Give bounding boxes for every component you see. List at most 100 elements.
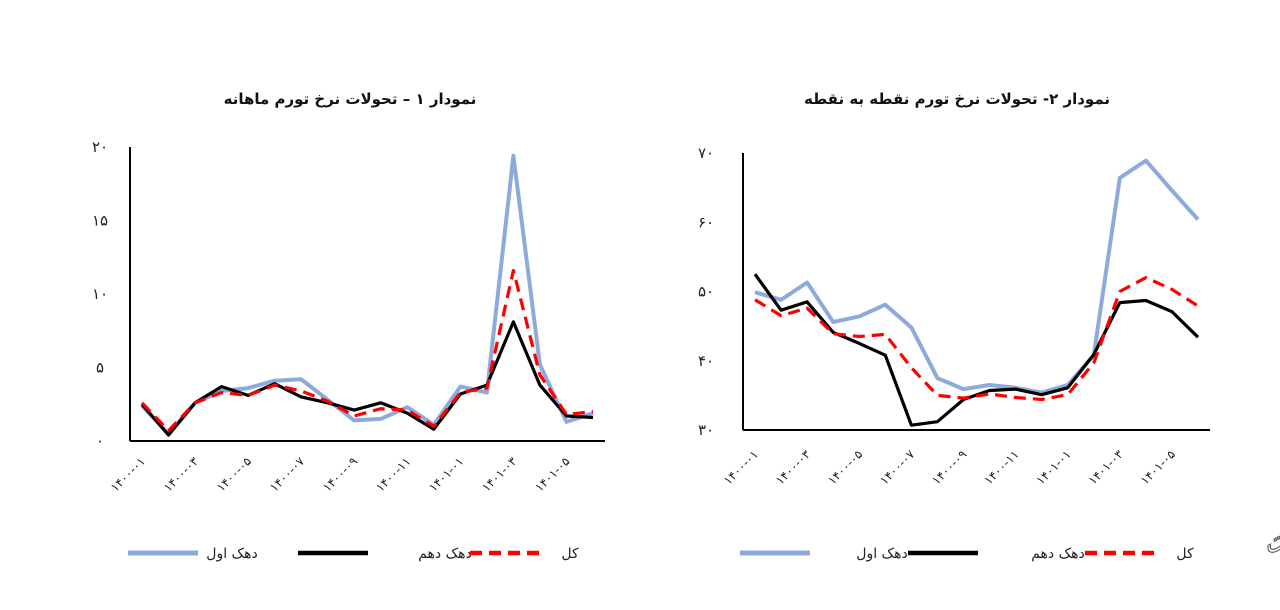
chart-2-data-point bbox=[936, 394, 938, 396]
chart-2-title: نمودار ۲- تحولات نرخ تورم نقطه به نقطه bbox=[804, 90, 1110, 108]
chart-2-x-tick-label: ۱۴۰۱-۰۱ bbox=[1034, 447, 1074, 487]
chart-2-data-point bbox=[1171, 189, 1173, 191]
chart-1-data-point bbox=[247, 387, 249, 389]
chart-2-data-point bbox=[832, 321, 834, 323]
chart-2-series-line bbox=[754, 158, 1200, 395]
chart-2-data-point bbox=[910, 326, 912, 328]
chart-2-data-point bbox=[1171, 288, 1173, 290]
chart-2-data-point bbox=[1093, 362, 1095, 364]
chart-1-data-point bbox=[327, 400, 329, 402]
chart-1-data-point bbox=[167, 434, 169, 436]
chart-1-data-point bbox=[406, 409, 408, 411]
chart-2-data-point bbox=[884, 304, 886, 306]
chart-2-data-point bbox=[754, 273, 756, 275]
chart-2-data-point bbox=[1145, 299, 1147, 301]
logo-watermark: ایران اکونومیست bbox=[1255, 428, 1280, 562]
chart-1-data-point bbox=[406, 406, 408, 408]
chart-2-series-line bbox=[754, 276, 1199, 402]
chart-2-data-point bbox=[858, 342, 860, 344]
chart-1-x-tick-label: ۱۴۰۰-۰۱ bbox=[108, 454, 148, 494]
chart-1-y-tick-label: ۵ bbox=[96, 359, 104, 377]
chart-1-data-point bbox=[247, 394, 249, 396]
chart-2-data-point bbox=[1093, 353, 1095, 355]
chart-1-data-point bbox=[220, 385, 222, 387]
chart-1-legend-label: دهک دهم bbox=[418, 546, 472, 562]
chart-2-data-point bbox=[806, 307, 808, 309]
chart-2-x-tick-label: ۱۴۰۰-۰۱ bbox=[721, 447, 761, 487]
chart-1-data-point bbox=[273, 384, 275, 386]
chart-1-title: نمودار ۱ – تحولات نرخ تورم ماهانه bbox=[224, 90, 477, 108]
chart-1-x-tick-label: ۱۴۰۰-۰۵ bbox=[214, 454, 254, 494]
chart-2-data-point bbox=[1197, 305, 1199, 307]
chart-2-data-point bbox=[884, 333, 886, 335]
chart-2-data-point bbox=[1067, 394, 1069, 396]
chart-1-legend-label: کل bbox=[561, 546, 579, 562]
chart-2-series-line bbox=[753, 273, 1200, 427]
chart-2-data-point bbox=[754, 299, 756, 301]
chart-1-data-point bbox=[433, 425, 435, 427]
chart-monthly-inflation: نمودار ۱ – تحولات نرخ تورم ماهانه ۰ ۵ ۱۰ ۱۵… bbox=[92, 90, 605, 562]
chart-1-data-point bbox=[194, 402, 196, 404]
chart-2-data-point bbox=[962, 388, 964, 390]
chart-2-x-tick-label: ۱۴۰۰-۰۵ bbox=[825, 447, 865, 487]
chart-1-x-tick-label: ۱۴۰۰-۰۷ bbox=[267, 454, 308, 495]
chart-1-series-line bbox=[140, 268, 594, 433]
chart-1-data-point bbox=[539, 363, 541, 365]
chart-1-data-point bbox=[353, 419, 355, 421]
chart-2-data-point bbox=[1014, 388, 1016, 390]
chart-2-data-point bbox=[780, 309, 782, 311]
chart-1-data-point bbox=[512, 321, 514, 323]
chart-1-data-point bbox=[486, 391, 488, 393]
chart-2-data-point bbox=[1040, 394, 1042, 396]
chart-2-data-point bbox=[1040, 398, 1042, 400]
chart-1-data-point bbox=[486, 387, 488, 389]
chart-1-x-tick-label: ۱۴۰۰-۱۱ bbox=[373, 454, 413, 494]
chart-2-x-tick-label: ۱۴۰۰-۰۳ bbox=[773, 447, 814, 488]
chart-1-x-tick-label: ۱۴۰۰-۰۳ bbox=[161, 454, 202, 495]
chart-1-data-point bbox=[300, 396, 302, 398]
chart-1-data-point bbox=[433, 428, 435, 430]
chart-1-data-point bbox=[273, 380, 275, 382]
chart-point-to-point-inflation: نمودار ۲- تحولات نرخ تورم نقطه به نقطه ۳… bbox=[698, 90, 1210, 562]
chart-2-data-point bbox=[884, 354, 886, 356]
chart-2-data-point bbox=[806, 301, 808, 303]
chart-1-legend-label: دهک اول bbox=[206, 546, 257, 562]
chart-1-data-point bbox=[512, 155, 514, 157]
chart-2-data-point bbox=[1197, 336, 1199, 338]
chart-2-data-point bbox=[832, 333, 834, 335]
chart-2-x-tick-label: ۱۴۰۱-۰۳ bbox=[1086, 447, 1127, 488]
chart-2-data-point bbox=[910, 424, 912, 426]
chart-2-data-point bbox=[1119, 177, 1121, 179]
chart-2-y-tick-label: ۷۰ bbox=[698, 144, 714, 162]
chart-1-data-point bbox=[539, 384, 541, 386]
chart-1-data-point bbox=[539, 374, 541, 376]
chart-2-y-tick-label: ۴۰ bbox=[698, 352, 714, 370]
chart-1-data-point bbox=[459, 391, 461, 393]
chart-2-legend-label: دهک اول bbox=[856, 546, 907, 562]
chart-2-data-point bbox=[858, 335, 860, 337]
site-logo: ایران اکونومیست bbox=[1255, 428, 1280, 563]
chart-2-x-tick-label: ۱۴۰۰-۰۹ bbox=[929, 447, 969, 487]
chart-1-data-point bbox=[167, 430, 169, 432]
chart-2-data-point bbox=[910, 367, 912, 369]
chart-1-data-point bbox=[380, 408, 382, 410]
chart-2-data-point bbox=[936, 421, 938, 423]
chart-2-data-point bbox=[1119, 301, 1121, 303]
chart-1-data-point bbox=[380, 418, 382, 420]
chart-2-data-point bbox=[858, 315, 860, 317]
chart-2-data-point bbox=[988, 384, 990, 386]
chart-1-data-point bbox=[592, 416, 594, 418]
chart-2-x-tick-label: ۱۴۰۰-۱۱ bbox=[981, 447, 1021, 487]
chart-1-x-tick-label: ۱۴۰۱-۰۳ bbox=[479, 454, 520, 495]
chart-1-data-point bbox=[592, 410, 594, 412]
chart-2-x-tick-label: ۱۴۰۰-۰۷ bbox=[877, 447, 918, 488]
chart-1-data-point bbox=[512, 269, 514, 271]
chart-2-data-point bbox=[780, 315, 782, 317]
chart-1-series-line bbox=[140, 320, 594, 437]
chart-1-y-tick-label: ۱۰ bbox=[92, 285, 108, 303]
chart-1-data-point bbox=[406, 412, 408, 414]
chart-2-data-point bbox=[988, 393, 990, 395]
chart-2-data-point bbox=[936, 377, 938, 379]
chart-1-data-point bbox=[220, 391, 222, 393]
chart-1-y-tick-label: ۰ bbox=[96, 432, 104, 450]
